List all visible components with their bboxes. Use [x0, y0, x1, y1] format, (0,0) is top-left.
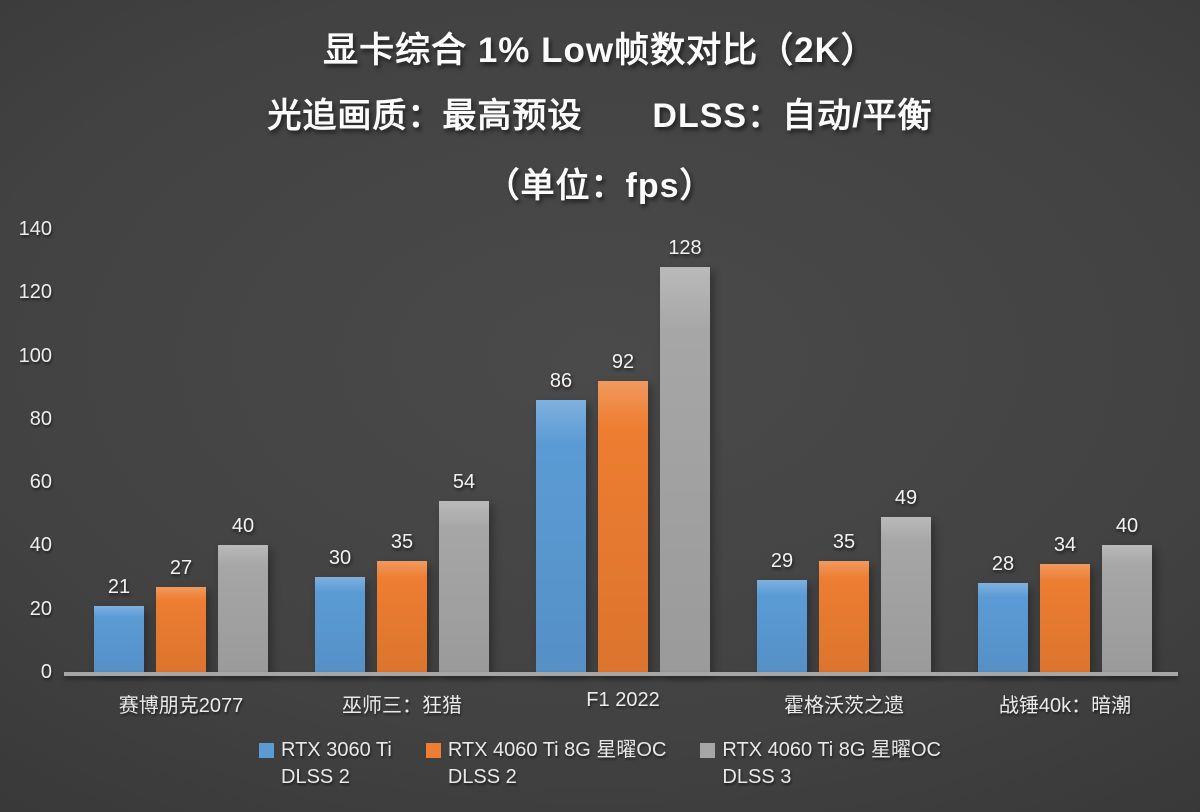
- bar-value-label: 40: [1115, 515, 1139, 537]
- bar-column: 92: [598, 349, 648, 672]
- bar-column: 35: [819, 529, 869, 672]
- bar-value-label: 35: [390, 531, 414, 553]
- category-label: 巫师三：狂猎: [342, 695, 462, 717]
- bar-column: 86: [536, 368, 586, 672]
- bar: [757, 580, 807, 672]
- legend-swatch: [700, 743, 716, 758]
- y-tick-label: 100: [18, 344, 52, 367]
- bar-column: 40: [1102, 513, 1152, 672]
- bar: [1040, 564, 1090, 672]
- legend: RTX 3060 Ti DLSS 2 RTX 4060 Ti 8G 星曜OC DLSS…: [0, 737, 1200, 791]
- bar-value-label: 27: [169, 557, 193, 579]
- legend-item: RTX 4060 Ti 8G 星曜OC DLSS 2: [425, 737, 667, 791]
- bar-column: 21: [94, 574, 144, 672]
- legend-label: RTX 4060 Ti 8G 星曜OC DLSS 2: [448, 737, 667, 791]
- bar: [660, 267, 710, 672]
- category-label: 赛博朋克2077: [118, 695, 244, 717]
- y-tick-label: 40: [29, 534, 52, 557]
- bar-value-label: 40: [231, 515, 255, 537]
- bar: [94, 606, 144, 672]
- chart-unit-label: （单位：fps）: [485, 167, 715, 205]
- bar-value-label: 34: [1053, 534, 1077, 556]
- legend-label-line2: DLSS 3: [722, 766, 792, 788]
- bar-value-label: 29: [770, 550, 794, 572]
- bar-value-label: 128: [668, 237, 702, 259]
- legend-label-line1: RTX 4060 Ti 8G 星曜OC: [722, 739, 941, 761]
- bar-value-label: 21: [107, 576, 131, 598]
- bar: [598, 381, 648, 672]
- bar-value-label: 49: [894, 487, 918, 509]
- bar-value-label: 28: [991, 553, 1015, 575]
- category-label: 战锤40k：暗潮: [998, 695, 1132, 717]
- bar-value-label: 30: [328, 547, 352, 569]
- bar: [978, 583, 1028, 672]
- y-tick-label: 80: [29, 407, 52, 430]
- bar: [156, 587, 206, 672]
- bar-group: 21 27 40 赛博朋克2077: [94, 513, 268, 717]
- bar-column: 27: [156, 555, 206, 672]
- bar-group: 28 34 40 战锤40k：暗潮: [978, 513, 1152, 717]
- chart-subtitle: 光追画质：最高预设 DLSS：自动/平衡: [267, 97, 933, 135]
- plot-area: 0 20 40 60 80 100 120 140 21 27 40 赛博朋克2077 30 35 54 巫…: [0, 218, 1200, 717]
- legend-item: RTX 3060 Ti DLSS 2: [259, 737, 392, 791]
- bar-group: 29 35 49 霍格沃茨之遗: [757, 485, 931, 717]
- bar-value-label: 92: [611, 351, 635, 373]
- legend-label-line1: RTX 3060 Ti: [281, 739, 392, 761]
- legend-label-line1: RTX 4060 Ti 8G 星曜OC: [447, 739, 667, 761]
- y-tick-label: 120: [18, 281, 52, 304]
- bar-group: 86 92 128 F1 2022: [536, 235, 710, 711]
- y-tick-label: 0: [40, 661, 52, 683]
- x-axis-line: [64, 672, 1178, 676]
- bar-column: 54: [439, 469, 489, 672]
- bar: [439, 501, 489, 672]
- legend-item: RTX 4060 Ti 8G 星曜OC DLSS 3: [700, 737, 941, 791]
- bar-column: 30: [315, 545, 365, 672]
- chart-title-block: 显卡综合 1% Low帧数对比（2K） 光追画质：最高预设 DLSS：自动/平衡…: [0, 22, 1200, 207]
- bar: [377, 561, 427, 672]
- bar: [881, 517, 931, 672]
- y-tick-label: 140: [18, 218, 52, 240]
- bar-value-label: 35: [832, 531, 856, 553]
- bar-value-label: 54: [452, 471, 476, 493]
- bar: [536, 400, 586, 672]
- legend-label-line2: DLSS 2: [281, 766, 350, 788]
- bar-column: 49: [881, 485, 931, 672]
- bar-group: 30 35 54 巫师三：狂猎: [315, 469, 489, 717]
- bar: [315, 577, 365, 672]
- legend-label: RTX 4060 Ti 8G 星曜OC DLSS 3: [722, 737, 941, 791]
- bar-column: 40: [218, 513, 268, 672]
- category-label: 霍格沃茨之遗: [784, 695, 904, 717]
- category-label: F1 2022: [586, 689, 660, 711]
- bar-column: 34: [1040, 532, 1090, 672]
- y-tick-label: 20: [29, 597, 52, 620]
- legend-swatch: [425, 743, 441, 758]
- chart-title: 显卡综合 1% Low帧数对比（2K）: [323, 31, 877, 70]
- bar: [819, 561, 869, 672]
- legend-label: RTX 3060 Ti DLSS 2: [281, 737, 392, 791]
- y-tick-label: 60: [29, 471, 52, 494]
- bar-value-label: 86: [549, 370, 573, 392]
- bar: [1102, 545, 1152, 672]
- legend-label-line2: DLSS 2: [447, 766, 517, 788]
- bar-column: 28: [978, 551, 1028, 672]
- bar: [218, 545, 268, 672]
- legend-swatch: [259, 743, 274, 758]
- bar-groups: 21 27 40 赛博朋克2077 30 35 54 巫师三：狂猎 86 92 128 F1 2022…: [94, 229, 1152, 717]
- bar-column: 128: [660, 235, 710, 672]
- bar-column: 35: [377, 529, 427, 672]
- bar-column: 29: [757, 548, 807, 672]
